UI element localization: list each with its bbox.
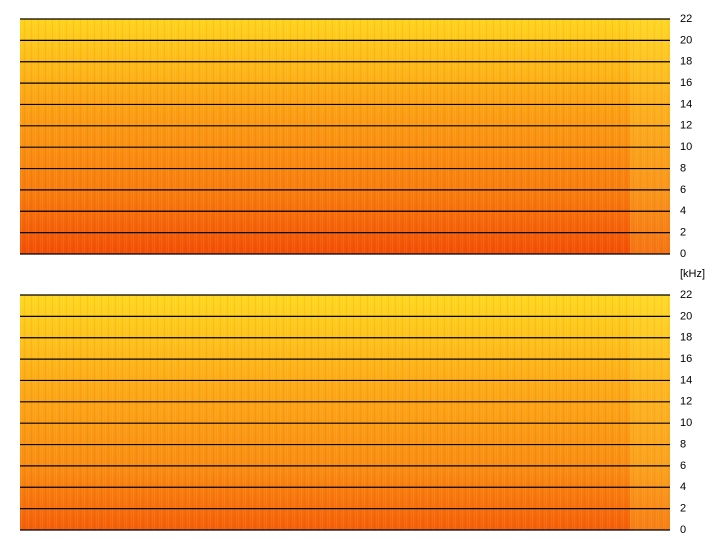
y-tick-label: 10 [680, 417, 692, 429]
y-tick-label: 8 [680, 438, 686, 450]
y-tick-label: 2 [680, 227, 686, 239]
spectrogram-texture [20, 19, 670, 254]
y-tick-label: 14 [680, 98, 692, 110]
y-tick-label: 16 [680, 353, 692, 365]
y-tick-label: 16 [680, 77, 692, 89]
y-tick-label: 4 [680, 205, 686, 217]
y-tick-label: 22 [680, 289, 692, 301]
y-tick-label: 6 [680, 460, 686, 472]
spectrogram-fade [630, 295, 670, 530]
y-tick-label: 6 [680, 184, 686, 196]
y-tick-label: 12 [680, 120, 692, 132]
y-tick-label: 22 [680, 13, 692, 25]
y-tick-label: 18 [680, 332, 692, 344]
axis-label: [kHz] [680, 268, 705, 280]
y-tick-label: 0 [680, 248, 686, 260]
y-tick-label: 10 [680, 141, 692, 153]
y-tick-label: 20 [680, 310, 692, 322]
y-tick-label: 20 [680, 34, 692, 46]
spectrogram-texture [20, 295, 670, 530]
y-tick-label: 0 [680, 524, 686, 536]
y-tick-label: 18 [680, 56, 692, 68]
y-tick-label: 4 [680, 481, 686, 493]
y-tick-label: 2 [680, 503, 686, 515]
y-tick-label: 8 [680, 162, 686, 174]
y-tick-label: 12 [680, 396, 692, 408]
y-tick-label: 14 [680, 374, 692, 386]
spectrogram-fade [630, 19, 670, 254]
